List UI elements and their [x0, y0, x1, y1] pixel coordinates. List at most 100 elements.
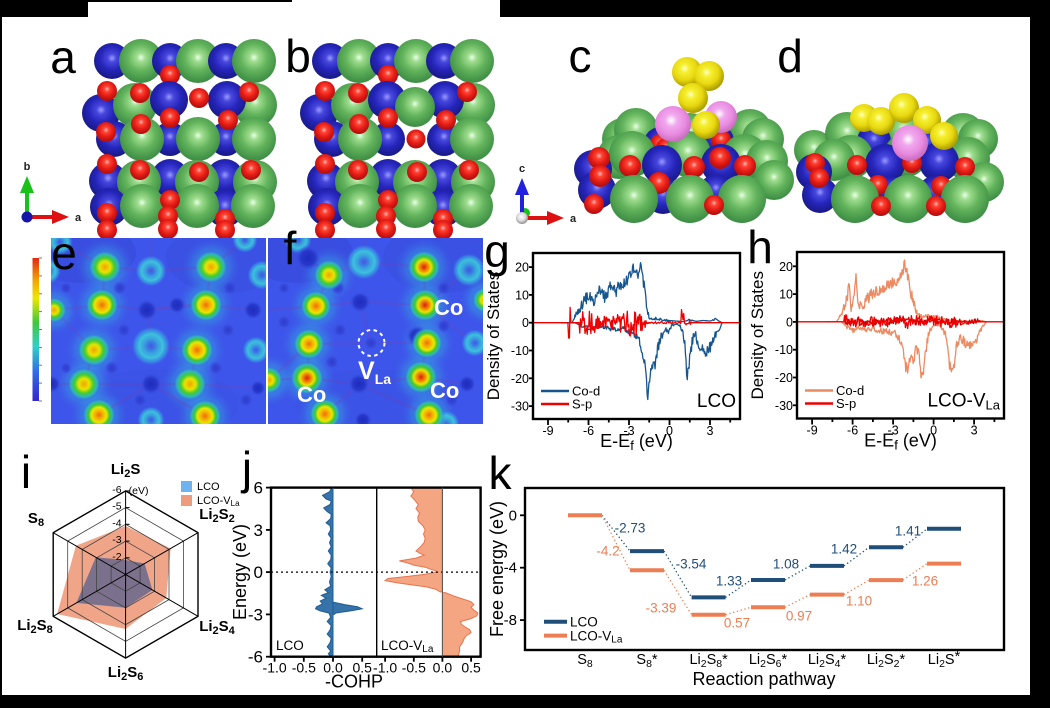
svg-text:-COHP: -COHP [325, 672, 383, 692]
svg-text:Co-d: Co-d [572, 384, 600, 399]
svg-text:Li2S4: Li2S4 [199, 618, 235, 637]
svg-text:-3.54: -3.54 [676, 557, 707, 572]
svg-text:(eV): (eV) [129, 485, 149, 497]
svg-text:Li2S6: Li2S6 [108, 664, 144, 683]
svg-text:-2: -2 [112, 551, 121, 563]
svg-text:Li2S: Li2S [111, 461, 140, 480]
svg-text:-0.5: -0.5 [402, 660, 426, 676]
svg-text:-4.2: -4.2 [596, 544, 619, 559]
svg-text:3: 3 [254, 521, 263, 540]
svg-text:e: e [51, 227, 77, 279]
svg-text:Co-d: Co-d [836, 383, 864, 398]
svg-text:c: c [569, 30, 592, 82]
svg-text:1.08: 1.08 [773, 557, 799, 572]
svg-text:0.0: 0.0 [323, 660, 343, 676]
svg-text:-20: -20 [775, 371, 793, 385]
svg-text:E-Ef (eV): E-Ef (eV) [864, 431, 937, 453]
svg-text:Li2S2*: Li2S2* [867, 652, 906, 670]
svg-text:0: 0 [786, 315, 793, 329]
svg-text:Reaction pathway: Reaction pathway [692, 669, 835, 689]
svg-text:-6: -6 [248, 648, 263, 667]
svg-text:-4: -4 [112, 517, 121, 529]
svg-text:3: 3 [971, 424, 978, 438]
svg-text:0: 0 [930, 424, 937, 438]
svg-text:c: c [519, 163, 525, 175]
svg-text:LCO: LCO [276, 638, 304, 653]
svg-text:-3: -3 [888, 424, 899, 438]
svg-text:-9: -9 [542, 424, 553, 438]
svg-text:S-p: S-p [572, 397, 592, 412]
svg-text:k: k [489, 447, 513, 499]
svg-text:Li2S8*: Li2S8* [689, 652, 728, 670]
svg-text:-1.0: -1.0 [263, 660, 287, 676]
svg-text:0.5: 0.5 [352, 660, 372, 676]
svg-text:-3: -3 [623, 424, 634, 438]
svg-text:b: b [285, 30, 311, 82]
svg-text:1.41: 1.41 [895, 524, 921, 539]
svg-text:Li2S6*: Li2S6* [749, 652, 788, 670]
svg-text:a: a [75, 212, 82, 224]
svg-text:-8: -8 [504, 612, 517, 629]
svg-text:j: j [240, 442, 252, 494]
svg-text:Co: Co [434, 295, 463, 320]
svg-text:1.26: 1.26 [912, 574, 938, 589]
svg-text:-2.73: -2.73 [615, 521, 646, 536]
svg-text:b: b [24, 161, 31, 173]
svg-text:Li2S4*: Li2S4* [808, 652, 847, 670]
svg-text:d: d [777, 30, 803, 82]
svg-text:a: a [570, 213, 577, 225]
svg-text:-10: -10 [775, 343, 793, 357]
svg-text:LCO: LCO [197, 481, 220, 493]
svg-text:S-p: S-p [836, 396, 856, 411]
svg-text:10: 10 [515, 288, 529, 302]
svg-text:-30: -30 [775, 399, 793, 413]
svg-text:-9: -9 [807, 424, 818, 438]
svg-text:-1.0: -1.0 [373, 660, 397, 676]
svg-text:LCO-VLa: LCO-VLa [927, 391, 1000, 413]
svg-text:g: g [484, 225, 510, 277]
svg-text:Free energy (eV): Free energy (eV) [487, 501, 507, 637]
svg-text:6: 6 [254, 479, 263, 498]
svg-text:20: 20 [515, 261, 529, 275]
svg-text:-6: -6 [112, 484, 121, 496]
svg-text:0: 0 [509, 507, 517, 524]
svg-text:-3: -3 [112, 534, 121, 546]
svg-text:Density of States: Density of States [484, 272, 503, 401]
svg-text:a: a [50, 31, 76, 83]
svg-text:Li2S2: Li2S2 [199, 506, 235, 525]
svg-text:-3.39: -3.39 [646, 601, 677, 616]
svg-text:-6: -6 [583, 424, 594, 438]
svg-text:-30: -30 [511, 400, 529, 414]
svg-text:0.57: 0.57 [724, 616, 750, 631]
svg-text:E-Ef (eV): E-Ef (eV) [600, 431, 673, 453]
svg-text:i: i [21, 446, 31, 498]
svg-text:0: 0 [666, 424, 673, 438]
svg-text:0.0: 0.0 [433, 660, 453, 676]
svg-text:-20: -20 [511, 372, 529, 386]
svg-text:-10: -10 [511, 344, 529, 358]
svg-text:Energy (eV): Energy (eV) [230, 524, 250, 620]
svg-text:3: 3 [707, 424, 714, 438]
svg-text:LCO-VLa: LCO-VLa [197, 495, 240, 508]
svg-text:1.42: 1.42 [831, 542, 857, 557]
svg-text:-6: -6 [847, 424, 858, 438]
svg-text:LCO-VLa: LCO-VLa [381, 638, 434, 655]
svg-text:0.97: 0.97 [786, 609, 812, 624]
svg-text:LCO-VLa: LCO-VLa [570, 629, 623, 646]
svg-text:Co: Co [430, 378, 459, 403]
svg-text:20: 20 [779, 260, 793, 274]
svg-text:-4: -4 [504, 560, 517, 577]
svg-text:-5: -5 [112, 501, 121, 513]
svg-text:10: 10 [779, 288, 793, 302]
svg-text:1.10: 1.10 [846, 594, 872, 609]
svg-text:0: 0 [254, 563, 263, 582]
svg-text:LCO: LCO [570, 615, 598, 630]
svg-text:-0.5: -0.5 [292, 660, 316, 676]
svg-text:-3: -3 [248, 605, 263, 624]
svg-text:0.5: 0.5 [461, 660, 481, 676]
svg-text:Li2S8: Li2S8 [17, 617, 53, 636]
svg-text:h: h [747, 221, 773, 273]
svg-text:LCO: LCO [697, 391, 736, 412]
svg-text:1.33: 1.33 [716, 574, 742, 589]
svg-text:0: 0 [522, 316, 529, 330]
